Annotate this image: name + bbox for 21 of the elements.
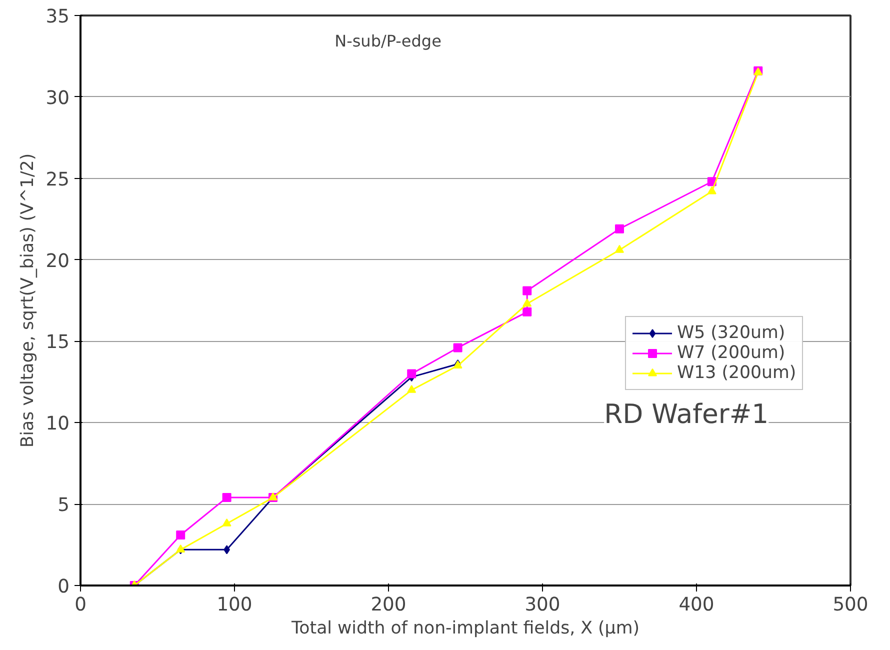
annotation: RD Wafer#1 <box>604 399 769 430</box>
legend-label: W13 (200um) <box>677 363 796 383</box>
y-tick-label: 35 <box>46 6 70 28</box>
x-tick-label: 100 <box>216 594 252 616</box>
y-tick-label: 0 <box>58 576 70 598</box>
x-tick-label: 200 <box>370 594 406 616</box>
x-axis-title: Total width of non-implant fields, X (µm) <box>290 618 640 638</box>
annotation: N-sub/P-edge <box>334 32 442 51</box>
x-tick-label: 400 <box>678 594 714 616</box>
legend-label: W7 (200um) <box>677 343 786 363</box>
y-tick-label: 25 <box>46 169 70 190</box>
x-tick-label: 0 <box>74 594 86 616</box>
y-axis-title: Bias voltage, sqrt(V_bias) (V^1/2) <box>18 153 38 448</box>
x-tick-label: 300 <box>524 594 560 616</box>
y-tick-label: 10 <box>46 414 70 435</box>
y-tick-label: 5 <box>58 495 70 516</box>
y-tick-label: 20 <box>46 250 70 272</box>
legend-label: W5 (320um) <box>677 323 786 343</box>
x-tick-label: 500 <box>832 594 868 616</box>
y-tick-label: 15 <box>46 332 70 354</box>
y-tick-label: 30 <box>46 88 70 109</box>
